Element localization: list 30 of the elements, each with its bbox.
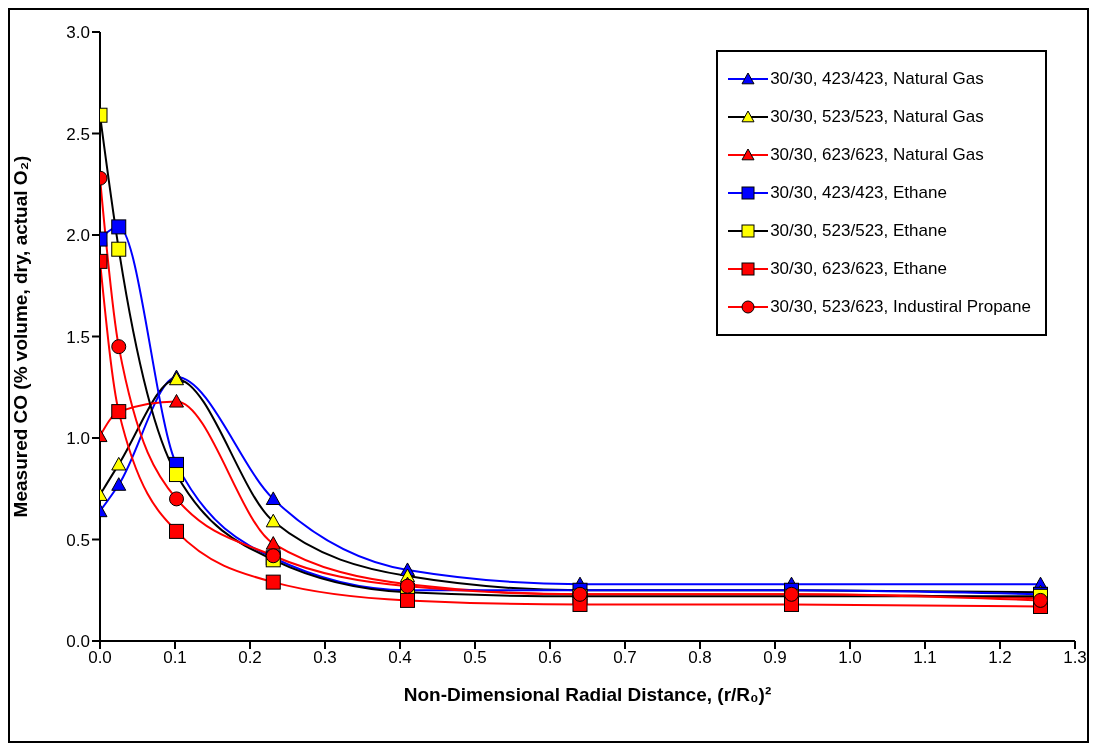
x-tick-label: 0.3 [313,648,337,668]
x-tick-label: 0.7 [613,648,637,668]
legend-label: 30/30, 423/423, Ethane [770,183,947,203]
x-tick-label: 0.2 [238,648,262,668]
legend-label: 30/30, 523/623, Industiral Propane [770,297,1031,317]
x-tick-label: 0.9 [763,648,787,668]
x-tick-label: 0.1 [163,648,187,668]
x-tick-label: 0.8 [688,648,712,668]
x-tick-label: 0.4 [388,648,412,668]
x-tick-label: 0.0 [88,648,112,668]
y-tick-label: 3.0 [66,23,90,43]
x-tick-label: 0.5 [463,648,487,668]
legend-label: 30/30, 523/523, Natural Gas [770,107,984,127]
x-tick-label: 0.6 [538,648,562,668]
y-tick-label: 0.5 [66,530,90,550]
y-tick-label: 2.0 [66,226,90,246]
x-axis-title: Non-Dimensional Radial Distance, (r/R₀)² [403,684,772,705]
x-tick-label: 1.3 [1063,648,1087,668]
x-tick-label: 1.2 [988,648,1012,668]
legend-label: 30/30, 523/523, Ethane [770,221,947,241]
y-tick-label: 1.5 [66,327,90,347]
legend-label: 30/30, 423/423, Natural Gas [770,69,984,89]
x-tick-label: 1.1 [913,648,937,668]
y-tick-label: 2.5 [66,124,90,144]
y-tick-label: 0.0 [66,632,90,652]
x-tick-label: 1.0 [838,648,862,668]
legend-label: 30/30, 623/623, Ethane [770,259,947,279]
y-axis-title: Measured CO (% volume, dry, actual O₂) [9,155,31,518]
y-tick-label: 1.0 [66,429,90,449]
legend-label: 30/30, 623/623, Natural Gas [770,145,984,165]
